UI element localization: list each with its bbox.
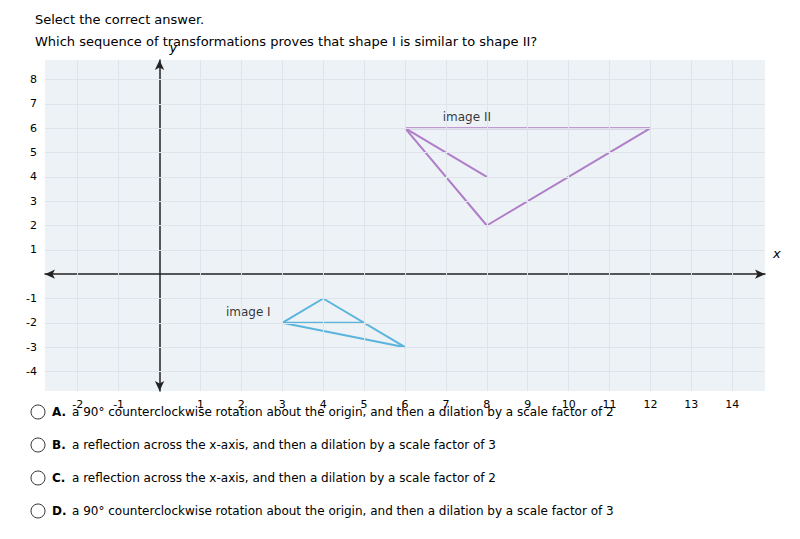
svg-text:-1: -1 <box>26 292 37 305</box>
svg-text:8: 8 <box>483 398 490 411</box>
svg-text:a reflection across the x-axis: a reflection across the x-axis, and then… <box>72 471 496 485</box>
svg-text:A.: A. <box>52 405 66 419</box>
svg-text:image I: image I <box>226 305 271 319</box>
svg-text:4: 4 <box>320 398 327 411</box>
svg-text:image II: image II <box>443 110 491 124</box>
svg-text:1: 1 <box>197 398 204 411</box>
svg-text:Select the correct answer.: Select the correct answer. <box>35 12 204 27</box>
svg-text:-2: -2 <box>26 316 37 329</box>
svg-text:4: 4 <box>30 170 37 183</box>
svg-text:5: 5 <box>30 146 37 159</box>
svg-text:12: 12 <box>643 398 657 411</box>
svg-text:6: 6 <box>30 122 37 135</box>
svg-text:Which sequence of transformati: Which sequence of transformations proves… <box>35 34 537 49</box>
svg-text:6: 6 <box>402 398 409 411</box>
svg-text:-1: -1 <box>113 398 124 411</box>
svg-text:11: 11 <box>603 398 617 411</box>
svg-text:7: 7 <box>30 97 37 110</box>
svg-text:B.: B. <box>52 438 66 452</box>
svg-text:C.: C. <box>52 471 65 485</box>
svg-text:8: 8 <box>30 73 37 86</box>
svg-text:2: 2 <box>238 398 245 411</box>
svg-text:x: x <box>772 246 781 261</box>
svg-text:-3: -3 <box>26 341 37 354</box>
svg-text:14: 14 <box>725 398 739 411</box>
svg-text:1: 1 <box>30 243 37 256</box>
svg-text:5: 5 <box>361 398 368 411</box>
svg-text:-2: -2 <box>72 398 83 411</box>
svg-text:7: 7 <box>442 398 449 411</box>
svg-text:a 90° counterclockwise rotatio: a 90° counterclockwise rotation about th… <box>72 405 614 419</box>
svg-text:3: 3 <box>30 195 37 208</box>
svg-text:a reflection across the x-axis: a reflection across the x-axis, and then… <box>72 438 496 452</box>
svg-text:-4: -4 <box>26 365 37 378</box>
svg-text:9: 9 <box>524 398 531 411</box>
svg-text:2: 2 <box>30 219 37 232</box>
svg-text:D.: D. <box>52 504 67 518</box>
svg-text:10: 10 <box>562 398 576 411</box>
svg-text:a 90° counterclockwise rotatio: a 90° counterclockwise rotation about th… <box>72 504 614 518</box>
svg-text:3: 3 <box>279 398 286 411</box>
svg-text:13: 13 <box>684 398 698 411</box>
